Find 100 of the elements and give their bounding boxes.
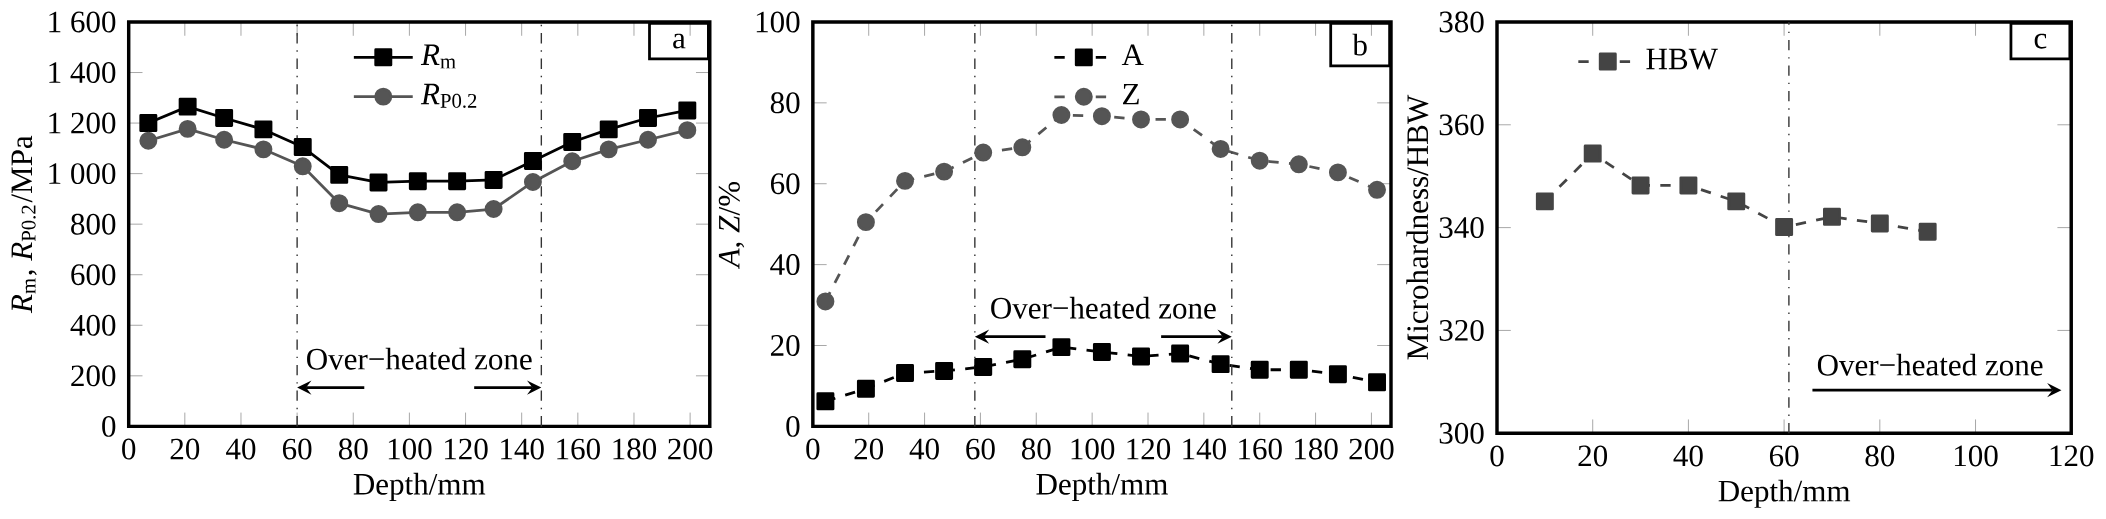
point bbox=[408, 203, 427, 222]
annotation: a bbox=[673, 33, 686, 49]
point bbox=[1092, 107, 1111, 125]
annotation: Over−heated zone bbox=[307, 347, 532, 370]
x-tick-label: 80 bbox=[338, 438, 368, 460]
x-tick-label: 180 bbox=[613, 438, 657, 460]
point bbox=[293, 137, 312, 156]
point bbox=[139, 131, 158, 150]
y-tick-label: 60 bbox=[770, 173, 800, 195]
point bbox=[254, 140, 273, 159]
y-tick-label: 340 bbox=[1439, 216, 1484, 238]
point bbox=[1171, 344, 1190, 363]
point bbox=[1132, 347, 1150, 366]
annotation: c bbox=[2034, 33, 2047, 49]
legend-label: HBW bbox=[1646, 48, 1718, 70]
x-tick-label: 120 bbox=[2050, 445, 2094, 467]
y-tick-label: 0 bbox=[102, 415, 116, 437]
point bbox=[1775, 217, 1794, 236]
x-tick-label: 100 bbox=[1071, 438, 1115, 460]
point bbox=[1328, 365, 1347, 383]
point bbox=[639, 130, 657, 149]
x-tick-label: 100 bbox=[1954, 445, 1998, 467]
y-tick-label: 40 bbox=[770, 253, 800, 275]
point bbox=[448, 203, 467, 222]
point bbox=[1583, 144, 1602, 163]
x-tick-label: 160 bbox=[557, 438, 600, 460]
x-axis-title: Depth/mm bbox=[353, 472, 486, 501]
point bbox=[1132, 110, 1150, 129]
point bbox=[856, 213, 875, 231]
y-tick-label: 20 bbox=[770, 334, 800, 356]
x-tick-label: 160 bbox=[1239, 438, 1282, 460]
point bbox=[599, 120, 618, 139]
point bbox=[1250, 151, 1269, 170]
point bbox=[178, 97, 197, 116]
point bbox=[1870, 214, 1889, 233]
y-tick-label: 1 200 bbox=[49, 112, 116, 134]
x-tick-label: 80 bbox=[1865, 445, 1895, 467]
point bbox=[1679, 176, 1698, 195]
point bbox=[1823, 207, 1841, 226]
x-tick-label: 40 bbox=[909, 438, 939, 460]
x-tick-label: 60 bbox=[282, 438, 312, 460]
point bbox=[254, 120, 273, 139]
x-tick-label: 80 bbox=[1021, 438, 1051, 460]
point bbox=[139, 113, 158, 132]
y-axis-title: A, Z/% bbox=[718, 181, 745, 269]
x-tick-label: 200 bbox=[1349, 438, 1394, 460]
annotation: Over−heated zone bbox=[1817, 353, 2043, 376]
point bbox=[1211, 139, 1230, 158]
point bbox=[330, 194, 349, 212]
point bbox=[1328, 163, 1347, 182]
point bbox=[935, 162, 954, 181]
x-tick-label: 140 bbox=[1183, 438, 1226, 460]
y-tick-label: 600 bbox=[71, 264, 116, 286]
point bbox=[974, 143, 993, 162]
point bbox=[369, 173, 388, 192]
point bbox=[639, 108, 657, 127]
annotation: Over−heated zone bbox=[991, 296, 1216, 319]
point bbox=[1250, 360, 1269, 379]
point bbox=[599, 140, 618, 159]
x-tick-label: 140 bbox=[501, 438, 544, 460]
x-tick-label: 60 bbox=[1769, 445, 1799, 467]
point bbox=[484, 170, 503, 189]
point bbox=[484, 199, 503, 218]
y-tick-label: 300 bbox=[1439, 422, 1484, 444]
point bbox=[1052, 337, 1071, 356]
annotation: b bbox=[1352, 33, 1367, 56]
point bbox=[1535, 192, 1554, 211]
point bbox=[816, 392, 835, 411]
point bbox=[1289, 155, 1308, 174]
point bbox=[1092, 342, 1111, 361]
y-tick-label: 0 bbox=[786, 415, 800, 437]
x-axis-title: Depth/mm bbox=[1718, 479, 1851, 508]
point bbox=[678, 101, 697, 120]
x-tick-label: 0 bbox=[122, 438, 136, 460]
point bbox=[215, 108, 234, 127]
point bbox=[896, 171, 914, 190]
point bbox=[1368, 373, 1386, 392]
y-tick-label: 1 000 bbox=[49, 162, 116, 184]
x-tick-label: 20 bbox=[1578, 445, 1608, 467]
x-tick-label: 180 bbox=[1295, 438, 1338, 460]
point bbox=[448, 172, 467, 190]
legend-label: R$_{m}$ bbox=[420, 44, 456, 69]
point bbox=[1918, 222, 1937, 241]
y-tick-label: 1 600 bbox=[49, 11, 116, 33]
x-tick-label: 0 bbox=[1490, 445, 1504, 467]
point bbox=[816, 292, 835, 311]
point bbox=[856, 379, 875, 398]
x-tick-label: 60 bbox=[966, 438, 995, 460]
y-tick-label: 380 bbox=[1439, 11, 1484, 33]
y-axis-title: R$_{m}$, R$_{P0.2}$/MPa bbox=[11, 135, 37, 313]
x-tick-label: 200 bbox=[668, 438, 713, 460]
y-tick-label: 320 bbox=[1439, 319, 1484, 341]
point bbox=[178, 119, 197, 138]
point bbox=[1013, 138, 1032, 157]
x-tick-label: 100 bbox=[388, 438, 432, 460]
point bbox=[1211, 354, 1230, 373]
x-tick-label: 40 bbox=[1673, 445, 1703, 467]
y-tick-label: 1 400 bbox=[49, 61, 116, 83]
point bbox=[215, 130, 234, 149]
x-tick-label: 40 bbox=[226, 438, 256, 460]
